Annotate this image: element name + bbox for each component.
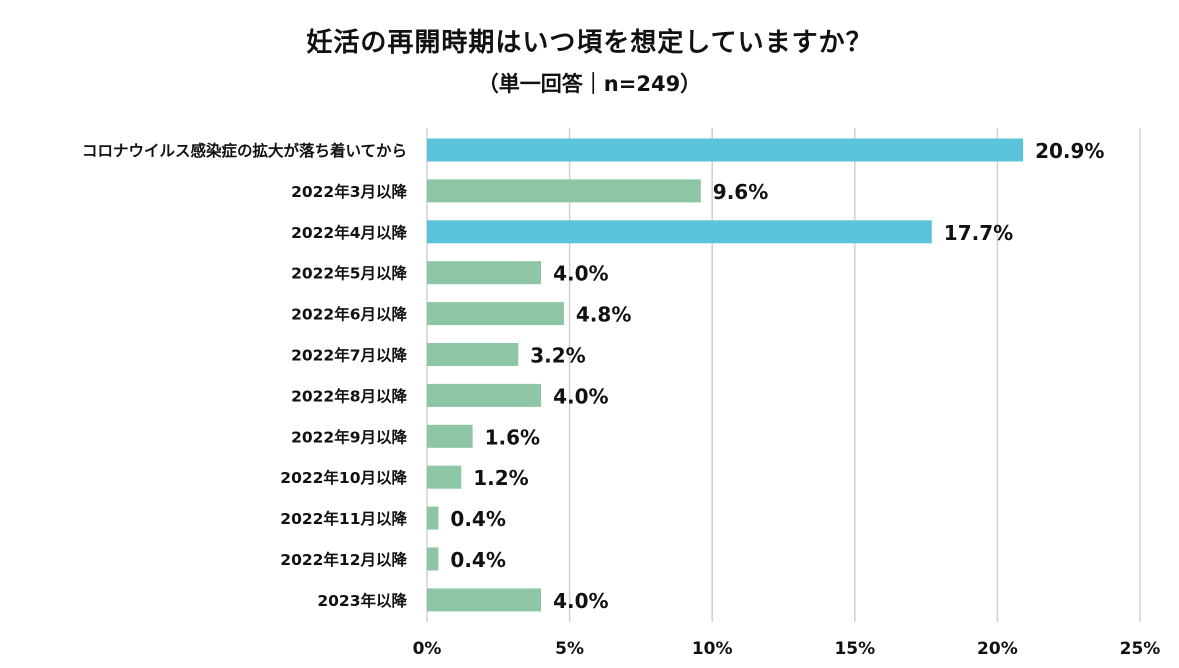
category-label: 2022年11月以降 (280, 509, 407, 528)
x-tick-label: 0% (413, 639, 442, 659)
category-label: 2023年以降 (317, 591, 407, 610)
data-label: 20.9% (1035, 139, 1104, 163)
x-tick-label: 15% (834, 639, 875, 659)
bar (427, 506, 439, 530)
chart-title: 妊活の再開時期はいつ頃を想定していますか？ (306, 28, 873, 58)
chart-subtitle: （単一回答｜n=249） (477, 72, 702, 96)
bar (427, 138, 1024, 162)
bar (427, 547, 439, 571)
data-label: 4.8% (576, 303, 631, 327)
x-tick-label: 25% (1120, 639, 1161, 659)
data-label: 3.2% (530, 344, 585, 368)
category-label: 2022年5月以降 (291, 264, 407, 283)
category-label: 2022年12月以降 (280, 550, 407, 569)
data-label: 1.6% (485, 425, 540, 449)
bar (427, 424, 473, 448)
data-label: 9.6% (713, 180, 768, 204)
data-label: 4.0% (553, 589, 608, 613)
category-label: 2022年9月以降 (291, 427, 407, 446)
data-label: 0.4% (450, 507, 505, 531)
x-tick-label: 5% (555, 639, 584, 659)
bar (427, 302, 564, 326)
category-label: コロナウイルス感染症の拡大が落ち着いてから (82, 141, 407, 160)
bar (427, 343, 519, 366)
data-label: 4.0% (553, 384, 608, 408)
category-label: 2022年7月以降 (291, 346, 407, 365)
data-label: 17.7% (944, 221, 1013, 245)
data-label: 0.4% (450, 548, 505, 572)
category-label: 2022年10月以降 (280, 468, 407, 487)
bar (427, 179, 701, 203)
data-label: 1.2% (473, 466, 528, 490)
bar (427, 465, 462, 489)
bar (427, 261, 542, 285)
bar (427, 588, 542, 612)
category-label: 2022年6月以降 (291, 305, 407, 324)
category-label: 2022年4月以降 (291, 223, 407, 242)
bar (427, 220, 932, 244)
category-label: 2022年8月以降 (291, 386, 407, 405)
bar (427, 383, 542, 407)
category-label: 2022年3月以降 (291, 182, 407, 201)
x-tick-label: 10% (692, 639, 733, 659)
x-tick-label: 20% (977, 639, 1018, 659)
data-label: 4.0% (553, 262, 608, 286)
